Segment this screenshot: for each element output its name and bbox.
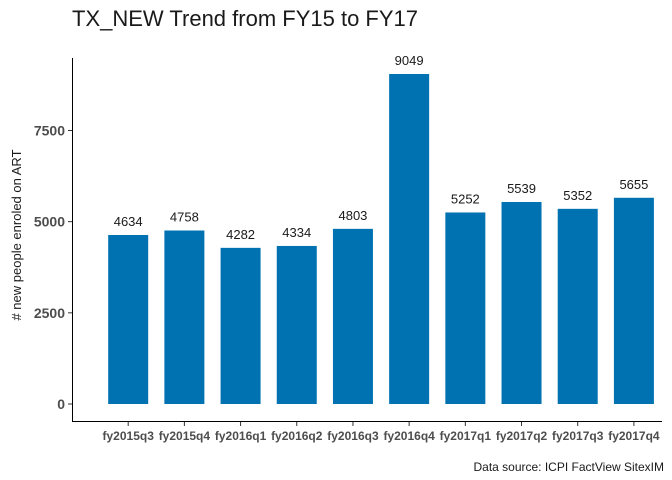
x-tick-label: fy2016q2 <box>271 429 323 443</box>
y-tick-label: 2500 <box>34 305 65 321</box>
x-tick-label: fy2017q4 <box>608 429 660 443</box>
y-tick-label: 7500 <box>34 123 65 139</box>
bar-fy2016q4 <box>389 74 430 405</box>
x-tick-label: fy2016q3 <box>327 429 379 443</box>
bar-fy2015q4 <box>164 230 205 404</box>
data-label-fy2016q4: 9049 <box>395 53 424 68</box>
x-tick-label: fy2015q4 <box>159 429 211 443</box>
bar-fy2017q3 <box>557 208 598 404</box>
bar-fy2016q2 <box>276 245 317 404</box>
chart-title: TX_NEW Trend from FY15 to FY17 <box>72 6 418 31</box>
data-label-fy2015q4: 4758 <box>170 209 199 224</box>
x-tick-label: fy2016q1 <box>215 429 267 443</box>
bar-fy2017q1 <box>445 212 486 404</box>
y-tick-label: 5000 <box>34 214 65 230</box>
bar-fy2017q2 <box>501 202 542 404</box>
x-tick-label: fy2017q1 <box>440 429 492 443</box>
data-label-fy2015q3: 4634 <box>114 214 143 229</box>
data-label-fy2017q2: 5539 <box>507 181 536 196</box>
data-label-fy2016q3: 4803 <box>338 208 367 223</box>
data-label-fy2017q4: 5655 <box>619 177 648 192</box>
x-tick-label: fy2017q3 <box>552 429 604 443</box>
x-tick-label: fy2017q2 <box>496 429 548 443</box>
data-label-fy2017q1: 5252 <box>451 191 480 206</box>
caption: Data source: ICPI FactView SitexIM <box>473 460 664 474</box>
bar-fy2016q1 <box>220 247 261 404</box>
bar-fy2017q4 <box>613 197 654 404</box>
bar-fy2016q3 <box>332 228 373 404</box>
data-label-fy2017q3: 5352 <box>563 188 592 203</box>
data-label-fy2016q2: 4334 <box>282 225 311 240</box>
y-tick-label: 0 <box>57 396 65 412</box>
y-axis-title: # new people enroled on ART <box>9 149 24 320</box>
x-tick-label: fy2016q4 <box>383 429 435 443</box>
ticks-group: 0 2500 5000 7500 fy2015q3 fy2015q4 fy2016q1 fy2… <box>34 123 660 444</box>
bar-fy2015q3 <box>108 235 149 404</box>
data-label-fy2016q1: 4282 <box>226 227 255 242</box>
x-tick-label: fy2015q3 <box>103 429 155 443</box>
bars-group: 4634 4758 4282 4334 4803 9049 5252 5539 5352 5655 <box>108 53 654 405</box>
